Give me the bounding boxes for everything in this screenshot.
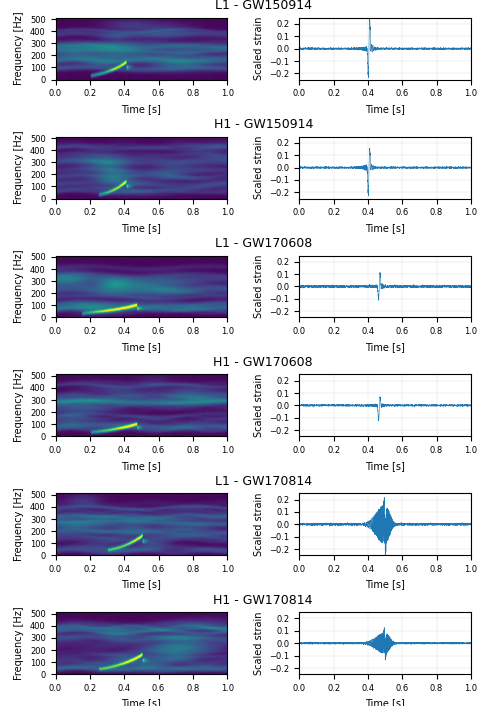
Text: H1 - GW170814: H1 - GW170814: [213, 594, 313, 606]
X-axis label: Time [s]: Time [s]: [121, 223, 161, 233]
X-axis label: Time [s]: Time [s]: [121, 698, 161, 706]
Y-axis label: Frequency [Hz]: Frequency [Hz]: [14, 369, 25, 442]
X-axis label: Time [s]: Time [s]: [365, 698, 405, 706]
Text: L1 - GW170608: L1 - GW170608: [214, 237, 312, 250]
X-axis label: Time [s]: Time [s]: [365, 580, 405, 590]
Y-axis label: Frequency [Hz]: Frequency [Hz]: [14, 606, 25, 680]
X-axis label: Time [s]: Time [s]: [365, 223, 405, 233]
X-axis label: Time [s]: Time [s]: [365, 342, 405, 352]
Text: H1 - GW150914: H1 - GW150914: [213, 118, 313, 131]
X-axis label: Time [s]: Time [s]: [121, 104, 161, 114]
X-axis label: Time [s]: Time [s]: [121, 460, 161, 471]
X-axis label: Time [s]: Time [s]: [121, 580, 161, 590]
X-axis label: Time [s]: Time [s]: [365, 460, 405, 471]
Y-axis label: Frequency [Hz]: Frequency [Hz]: [14, 12, 25, 85]
Y-axis label: Scaled strain: Scaled strain: [254, 255, 264, 318]
Y-axis label: Scaled strain: Scaled strain: [254, 611, 264, 675]
Y-axis label: Scaled strain: Scaled strain: [254, 17, 264, 80]
Y-axis label: Scaled strain: Scaled strain: [254, 136, 264, 199]
Y-axis label: Scaled strain: Scaled strain: [254, 373, 264, 437]
Text: H1 - GW170608: H1 - GW170608: [213, 356, 313, 369]
X-axis label: Time [s]: Time [s]: [121, 342, 161, 352]
X-axis label: Time [s]: Time [s]: [365, 104, 405, 114]
Text: L1 - GW170814: L1 - GW170814: [214, 474, 312, 488]
Y-axis label: Frequency [Hz]: Frequency [Hz]: [14, 131, 25, 204]
Text: L1 - GW150914: L1 - GW150914: [215, 0, 312, 12]
Y-axis label: Frequency [Hz]: Frequency [Hz]: [14, 488, 25, 561]
Y-axis label: Scaled strain: Scaled strain: [254, 493, 264, 556]
Y-axis label: Frequency [Hz]: Frequency [Hz]: [14, 250, 25, 323]
